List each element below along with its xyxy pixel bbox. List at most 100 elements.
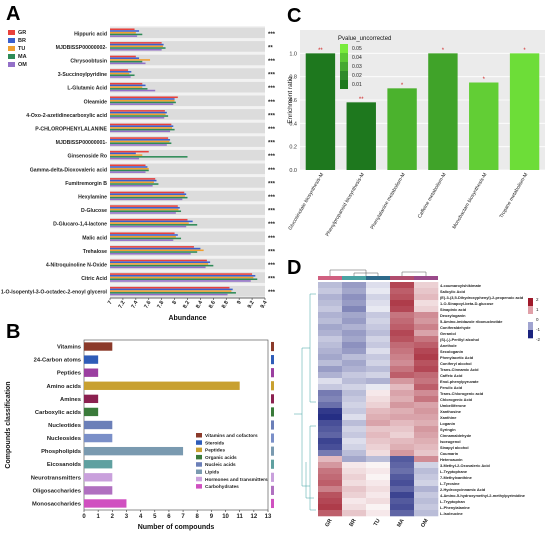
panel-d-heatmap-cell	[414, 510, 439, 517]
panel-a-bar	[110, 152, 136, 155]
panel-a-bar	[110, 157, 140, 160]
panel-d-heatmap-cell	[366, 312, 391, 319]
panel-d-heatmap-cell	[342, 420, 367, 427]
panel-a-compound-label: 4-Nitroquinoline N-Oxide	[46, 263, 107, 269]
panel-b-category-label: Oligosaccharides	[33, 488, 81, 494]
panel-d-heatmap-cell	[414, 312, 439, 319]
panel-c-category-label: Monobactam biosynthesis-M	[451, 172, 488, 230]
panel-b-x-tick-label: 9	[210, 514, 214, 520]
panel-a-significance: ***	[268, 73, 276, 79]
panel-a-bar	[110, 276, 254, 279]
panel-b-bar	[84, 394, 99, 404]
panel-d-column-cluster-strip	[366, 276, 390, 280]
panel-d-heatmap-cell	[414, 384, 439, 391]
panel-a-significance: ***	[268, 236, 276, 242]
panel-a-row-band	[110, 163, 265, 175]
panel-d-row-label: Enol-phenylpyruvate	[440, 379, 479, 384]
panel-d-heatmap-cell	[318, 372, 343, 379]
panel-c-significance: *	[401, 83, 404, 89]
panel-d-heatmap-cell	[342, 438, 367, 445]
panel-d-heatmap-cell	[414, 438, 439, 445]
panel-d-row-label: 7-Methylxanthine	[440, 475, 473, 480]
panel-d-colorbar-segment	[528, 330, 533, 339]
panel-d-heatmap-cell	[414, 480, 439, 487]
panel-d-row-label: L-Tryptophan	[440, 499, 465, 504]
panel-d-heatmap-cell	[390, 354, 415, 361]
panel-a-bar	[110, 45, 163, 48]
panel-c-legend-tick: 0.01	[352, 82, 362, 88]
panel-d-column-cluster-strip	[390, 276, 414, 280]
panel-d-heatmap-cell	[318, 342, 343, 349]
panel-c-significance: *	[523, 48, 526, 54]
panel-d-row-label: Coniferaldehyde	[440, 325, 471, 330]
panel-d-heatmap-cell	[318, 498, 343, 505]
panel-d-heatmap-cell	[342, 444, 367, 451]
panel-d-heatmap-cell	[366, 348, 391, 355]
panel-d-heatmap-cell	[390, 348, 415, 355]
panel-d-heatmap-cell	[342, 432, 367, 439]
panel-d-heatmap-cell	[390, 330, 415, 337]
panel-a-bar	[110, 113, 166, 116]
panel-d-row-dendrogram	[294, 293, 316, 511]
panel-a-row-band	[110, 109, 265, 120]
panel-a-legend-swatch	[8, 62, 15, 67]
panel-a-significance: ***	[268, 113, 276, 119]
panel-a-bar	[110, 234, 178, 236]
panel-a-bar	[110, 62, 146, 65]
panel-d-heatmap-cell	[414, 318, 439, 325]
panel-b-legend-label: Peptides	[205, 448, 225, 454]
panel-c-bar	[509, 53, 540, 171]
panel-d-heatmap-cell	[414, 498, 439, 505]
panel-b-class-strip	[271, 407, 274, 417]
panel-d-row-label: Syringin	[440, 427, 456, 432]
panel-c-category-label: Phenylalanine metabolism-M	[370, 172, 407, 231]
panel-d-heatmap-cell	[366, 414, 391, 421]
panel-a-bar	[110, 196, 188, 199]
panel-c-legend-swatch	[340, 53, 348, 62]
panel-a-significance: ***	[268, 86, 276, 92]
panel-d-row-label: L-Tryptophane	[440, 469, 468, 474]
panel-d-heatmap-cell	[366, 378, 391, 385]
panel-d-column-label: OM	[420, 518, 430, 529]
panel-a-bar	[110, 171, 146, 173]
panel-d-heatmap-cell	[318, 282, 343, 289]
panel-d-heatmap-cell	[318, 486, 343, 493]
panel-a-significance: ***	[268, 290, 276, 296]
panel-d-heatmap-cell	[366, 318, 391, 325]
panel-d-column-cluster-strip	[342, 276, 366, 280]
panel-b-legend-swatch	[196, 433, 202, 438]
panel-a-bar	[110, 263, 209, 265]
panel-c-legend-tick: 0.02	[352, 73, 362, 79]
panel-a-significance: ***	[268, 209, 276, 215]
panel-a-row-band	[110, 122, 265, 134]
panel-a-bar	[110, 128, 175, 131]
panel-d-heatmap-cell	[366, 408, 391, 415]
panel-a-significance: ***	[268, 195, 276, 201]
panel-a-compound-label: D-Glucose	[81, 208, 107, 214]
panel-d-row-label: Chlorogenic Acid	[440, 397, 473, 402]
panel-d-heatmap-cell	[414, 450, 439, 457]
panel-b-class-strip	[271, 433, 274, 443]
panel-d-row-label: L-Isoleucine	[440, 511, 464, 516]
panel-c-legend-title: Pvalue_uncorrected	[338, 36, 391, 42]
panel-a-significance: ***	[268, 154, 276, 160]
panel-a-x-tick-label: 8.8	[221, 300, 230, 310]
panel-b-x-axis-title: Number of compounds	[138, 524, 215, 531]
panel-d-heatmap-cell	[318, 456, 343, 463]
panel-d-heatmap-cell	[414, 360, 439, 367]
panel-b-class-strip	[271, 394, 274, 404]
panel-d-heatmap-cell	[366, 282, 391, 289]
panel-d-heatmap-cell	[390, 366, 415, 373]
panel-d-heatmap-cell	[390, 504, 415, 511]
panel-b-legend-swatch	[196, 447, 202, 453]
panel-d-heatmap-cell	[318, 462, 343, 469]
panel-b-legend-swatch	[196, 476, 202, 482]
panel-d-heatmap-cell	[342, 288, 367, 295]
panel-b-class-strip	[271, 381, 274, 391]
panel-d-heatmap-cell	[318, 300, 343, 307]
panel-c-legend-swatch	[340, 71, 348, 80]
panel-d-heatmap-cell	[390, 408, 415, 415]
panel-b-y-axis-title: Compounds classification	[5, 381, 12, 468]
panel-a-bar	[110, 198, 183, 201]
